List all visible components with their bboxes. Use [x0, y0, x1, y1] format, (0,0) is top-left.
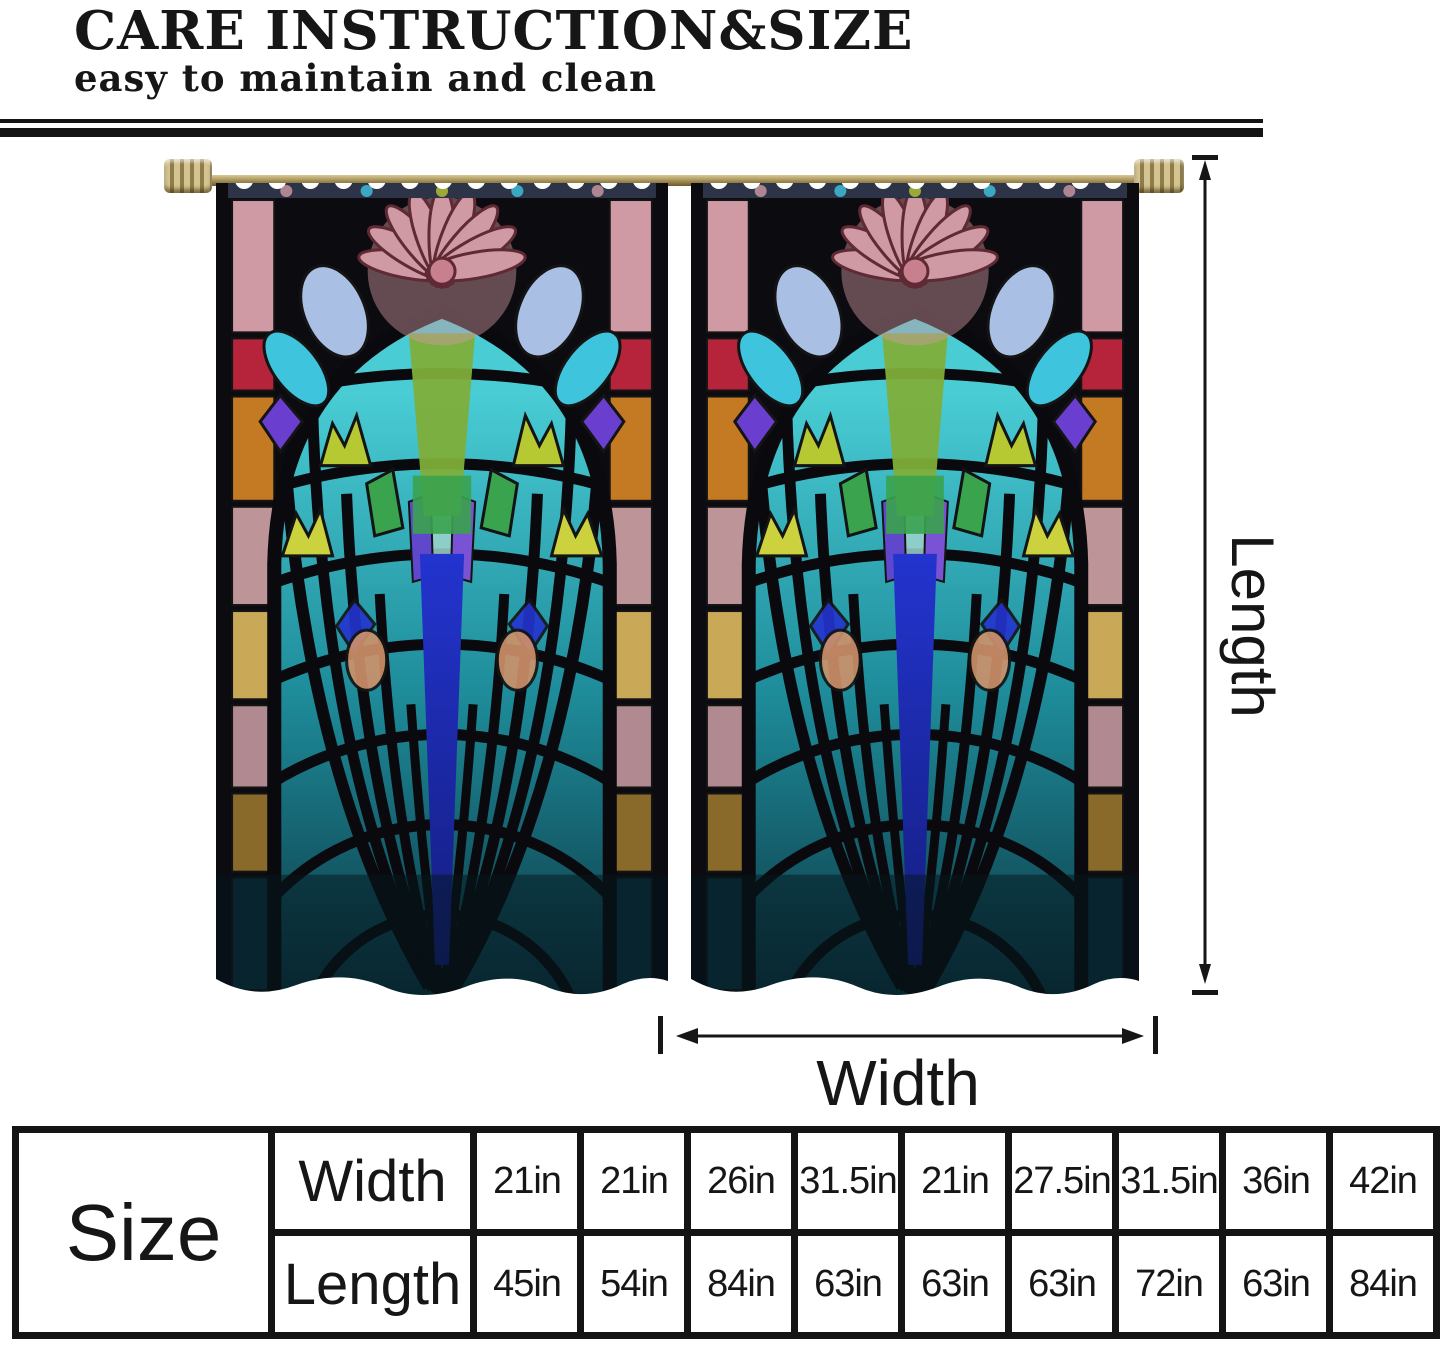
- width-label: Width: [816, 1047, 980, 1119]
- size-table: Size Width 21in 21in 26in 31.5in 21in 27…: [12, 1126, 1440, 1339]
- curtain-rod: [198, 175, 1146, 186]
- ornaments: [258, 264, 626, 692]
- arrow-down-icon: [1199, 964, 1211, 984]
- width-value: 26in: [684, 1126, 798, 1236]
- rod-finial-right: [1134, 159, 1184, 193]
- length-value: 63in: [898, 1229, 1012, 1339]
- arrow-up-icon: [1199, 160, 1211, 180]
- length-value: 54in: [577, 1229, 691, 1339]
- width-value: 31.5in: [791, 1126, 905, 1236]
- double-rule-divider: [0, 119, 1263, 137]
- length-row-label: Length: [268, 1229, 477, 1339]
- width-arrow: [658, 1016, 1158, 1054]
- width-value: 21in: [470, 1126, 584, 1236]
- lotus-flower: [357, 185, 527, 346]
- wavy-hem: [216, 977, 668, 1005]
- width-value: 21in: [577, 1126, 691, 1236]
- width-value: 27.5in: [1005, 1126, 1119, 1236]
- curtain-panel-left: [216, 183, 668, 1005]
- table-row-length: Length 45in 54in 84in 63in 63in 63in 72i…: [16, 1229, 1440, 1339]
- length-tick-top: [1192, 155, 1218, 160]
- length-arrow: [1192, 155, 1218, 995]
- width-value: 31.5in: [1112, 1126, 1226, 1236]
- page-title: CARE INSTRUCTION&SIZE: [74, 0, 914, 62]
- length-label: Length: [1219, 534, 1286, 718]
- rod-finial-left: [164, 159, 212, 193]
- table-row-width: Size Width 21in 21in 26in 31.5in 21in 27…: [12, 1126, 1440, 1339]
- olive-column: [408, 333, 476, 516]
- page-subtitle: easy to maintain and clean: [74, 56, 657, 100]
- bottom-shadow: [216, 874, 668, 1005]
- length-value: 45in: [470, 1229, 584, 1339]
- length-tick-bottom: [1192, 990, 1218, 995]
- stained-glass-artwork: [216, 183, 668, 1005]
- arrow-right-icon: [1122, 1028, 1144, 1044]
- length-value: 84in: [1326, 1229, 1440, 1339]
- length-value: 72in: [1112, 1229, 1226, 1339]
- green-glass-center: [412, 475, 472, 534]
- length-value: 84in: [684, 1229, 798, 1339]
- royal-blue-wedge: [419, 553, 465, 965]
- size-corner-cell: Size: [12, 1126, 275, 1339]
- length-value: 63in: [1219, 1229, 1333, 1339]
- width-value: 42in: [1326, 1126, 1440, 1236]
- length-value: 63in: [791, 1229, 905, 1339]
- length-value: 63in: [1005, 1229, 1119, 1339]
- width-value: 36in: [1219, 1126, 1333, 1236]
- stained-glass-artwork-copy: [691, 183, 1139, 1005]
- curtain-panel-right: [691, 183, 1139, 1005]
- width-value: 21in: [898, 1126, 1012, 1236]
- width-tick-right: [1153, 1016, 1158, 1054]
- width-row-label: Width: [268, 1126, 477, 1236]
- ruffle-header: [228, 183, 656, 199]
- width-tick-left: [658, 1016, 663, 1054]
- arrow-left-icon: [676, 1028, 698, 1044]
